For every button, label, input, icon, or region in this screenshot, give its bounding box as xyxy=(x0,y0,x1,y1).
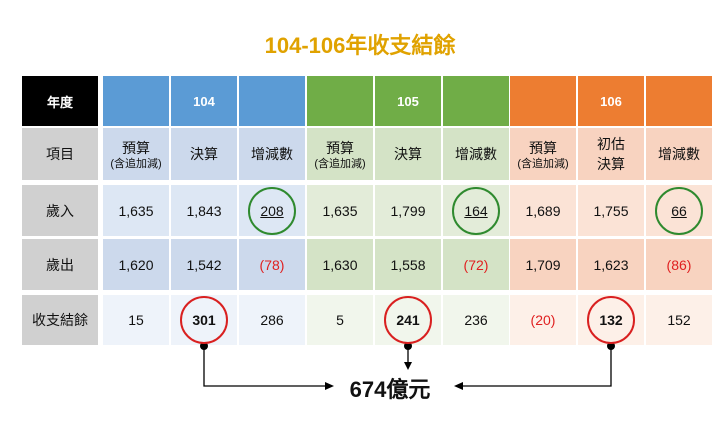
column-header: 增減數 xyxy=(646,128,712,180)
row-label: 項目 xyxy=(22,128,98,180)
value-cell-text: (78) xyxy=(259,256,285,273)
row-label-text: 歲出 xyxy=(46,256,74,273)
column-header-main: 預算 xyxy=(326,140,354,156)
value-cell: 1,799 xyxy=(375,185,441,236)
column-header-main: 初估 xyxy=(597,136,625,152)
value-cell-text: 1,843 xyxy=(186,202,222,219)
value-cell-text: 152 xyxy=(667,312,691,328)
value-cell: 1,755 xyxy=(578,185,644,236)
row-label-text: 歲入 xyxy=(46,202,74,219)
value-cell: 1,542 xyxy=(171,239,237,290)
row-label-text: 收支結餘 xyxy=(32,312,88,328)
row-label: 歲出 xyxy=(22,239,98,290)
highlight-circle-red xyxy=(384,296,432,344)
year-header-106 xyxy=(646,76,712,126)
value-cell: 5 xyxy=(307,295,373,345)
column-header: 初估 決算 xyxy=(578,128,644,180)
column-header-main: 決算 xyxy=(394,146,422,162)
highlight-circle-green xyxy=(248,186,296,235)
value-cell-text: 1,689 xyxy=(525,202,561,219)
column-header-sub: (含追加減) xyxy=(517,158,569,170)
year-header-104-text: 104 xyxy=(193,93,215,109)
arrow-line-left xyxy=(203,346,326,387)
year-header-106: 106 xyxy=(578,76,644,126)
value-cell-text: 1,709 xyxy=(525,256,561,273)
value-cell-text: 1,635 xyxy=(322,202,358,219)
year-header-106 xyxy=(510,76,576,126)
highlight-circle-green xyxy=(655,186,703,235)
column-header: 預算 (含追加減) xyxy=(307,128,373,180)
year-header-105-text: 105 xyxy=(397,93,419,109)
value-cell: 1,623 xyxy=(578,239,644,290)
value-cell: (86) xyxy=(646,239,712,290)
column-header: 增減數 xyxy=(239,128,305,180)
total-amount: 674億元 xyxy=(349,377,431,402)
column-header-main: 預算 xyxy=(529,140,557,156)
header-year-label: 年度 xyxy=(22,76,98,126)
value-cell: 152 xyxy=(646,295,712,345)
page-title: 104-106年收支結餘 xyxy=(264,33,456,58)
year-header-104 xyxy=(103,76,169,126)
value-cell: (20) xyxy=(510,295,576,345)
column-header-main: 增減數 xyxy=(251,146,293,162)
value-cell-text: (86) xyxy=(666,256,692,273)
column-header-sub: 決算 xyxy=(597,156,625,172)
column-header: 決算 xyxy=(171,128,237,180)
value-cell-text: 236 xyxy=(464,312,488,328)
header-year-label-text: 年度 xyxy=(46,94,73,110)
column-header: 預算 (含追加減) xyxy=(103,128,169,180)
value-cell-text: 1,635 xyxy=(118,202,154,219)
value-cell: 1,709 xyxy=(510,239,576,290)
value-cell: 1,635 xyxy=(103,185,169,236)
column-header: 預算 (含追加減) xyxy=(510,128,576,180)
column-header-sub: (含追加減) xyxy=(110,158,162,170)
value-cell: (72) xyxy=(443,239,509,290)
year-header-106-text: 106 xyxy=(600,93,622,109)
value-cell: 1,689 xyxy=(510,185,576,236)
column-header-main: 預算 xyxy=(122,140,150,156)
column-header-main: 決算 xyxy=(190,146,218,162)
row-label: 歲入 xyxy=(22,185,98,236)
value-cell-text: 1,558 xyxy=(390,256,426,273)
year-header-105: 105 xyxy=(375,76,441,126)
value-cell-text: 1,620 xyxy=(118,256,154,273)
year-header-104: 104 xyxy=(171,76,237,126)
highlight-circle-red xyxy=(180,296,228,344)
column-header-sub: (含追加減) xyxy=(314,158,366,170)
row-label: 收支結餘 xyxy=(22,295,98,345)
value-cell: 1,635 xyxy=(307,185,373,236)
value-cell-text: 15 xyxy=(128,312,144,328)
row-label-text: 項目 xyxy=(46,146,74,162)
value-cell-text: 286 xyxy=(260,312,284,328)
highlight-circle-red xyxy=(587,296,635,344)
highlight-circle-green xyxy=(452,186,500,235)
arrow-head-middle xyxy=(404,362,412,370)
arrow-line-right xyxy=(462,346,612,387)
value-cell: (78) xyxy=(239,239,305,290)
column-header-main: 增減數 xyxy=(658,146,700,162)
value-cell-text: 5 xyxy=(336,312,344,328)
column-header-main: 增減數 xyxy=(455,146,497,162)
value-cell: 15 xyxy=(103,295,169,345)
value-cell: 286 xyxy=(239,295,305,345)
value-cell: 1,558 xyxy=(375,239,441,290)
column-header: 增減數 xyxy=(443,128,509,180)
value-cell-text: 1,630 xyxy=(322,256,358,273)
value-cell-text: 1,623 xyxy=(593,256,629,273)
value-cell: 1,843 xyxy=(171,185,237,236)
value-cell: 1,620 xyxy=(103,239,169,290)
value-cell: 236 xyxy=(443,295,509,345)
value-cell-text: 1,799 xyxy=(390,202,426,219)
value-cell-text: 1,755 xyxy=(593,202,629,219)
year-header-105 xyxy=(443,76,509,126)
column-header: 決算 xyxy=(375,128,441,180)
value-cell: 1,630 xyxy=(307,239,373,290)
value-cell-text: 1,542 xyxy=(186,256,222,273)
year-header-105 xyxy=(307,76,373,126)
value-cell-text: (20) xyxy=(530,312,556,328)
value-cell-text: (72) xyxy=(463,256,489,273)
arrow-head-right xyxy=(454,382,463,390)
year-header-104 xyxy=(239,76,305,126)
